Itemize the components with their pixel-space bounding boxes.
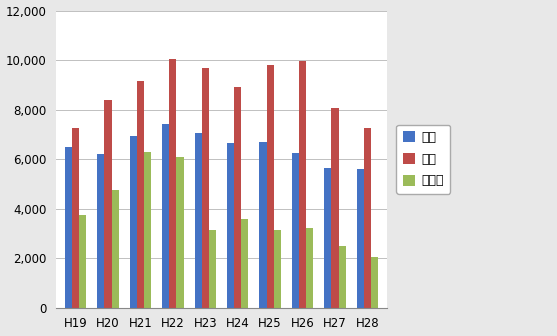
Bar bbox=[137, 81, 144, 308]
Bar bbox=[299, 61, 306, 308]
Bar bbox=[162, 124, 169, 308]
Bar bbox=[234, 87, 241, 308]
Bar bbox=[209, 230, 216, 308]
Bar bbox=[306, 228, 313, 308]
Bar bbox=[331, 109, 339, 308]
Bar bbox=[111, 190, 119, 308]
Bar bbox=[371, 257, 378, 308]
Bar bbox=[144, 152, 151, 308]
Bar bbox=[202, 68, 209, 308]
Bar bbox=[241, 219, 248, 308]
Legend: 本体, 電池, 充電器: 本体, 電池, 充電器 bbox=[397, 125, 450, 194]
Bar bbox=[227, 143, 234, 308]
Bar bbox=[65, 147, 72, 308]
Bar bbox=[169, 59, 177, 308]
Bar bbox=[194, 133, 202, 308]
Bar bbox=[356, 169, 364, 308]
Bar bbox=[324, 168, 331, 308]
Bar bbox=[105, 100, 111, 308]
Bar bbox=[339, 246, 346, 308]
Bar bbox=[267, 65, 273, 308]
Bar bbox=[177, 157, 184, 308]
Bar bbox=[97, 154, 105, 308]
Bar bbox=[260, 142, 267, 308]
Bar bbox=[292, 153, 299, 308]
Bar bbox=[273, 230, 281, 308]
Bar bbox=[79, 215, 86, 308]
Bar bbox=[130, 136, 137, 308]
Bar bbox=[364, 128, 371, 308]
Bar bbox=[72, 128, 79, 308]
